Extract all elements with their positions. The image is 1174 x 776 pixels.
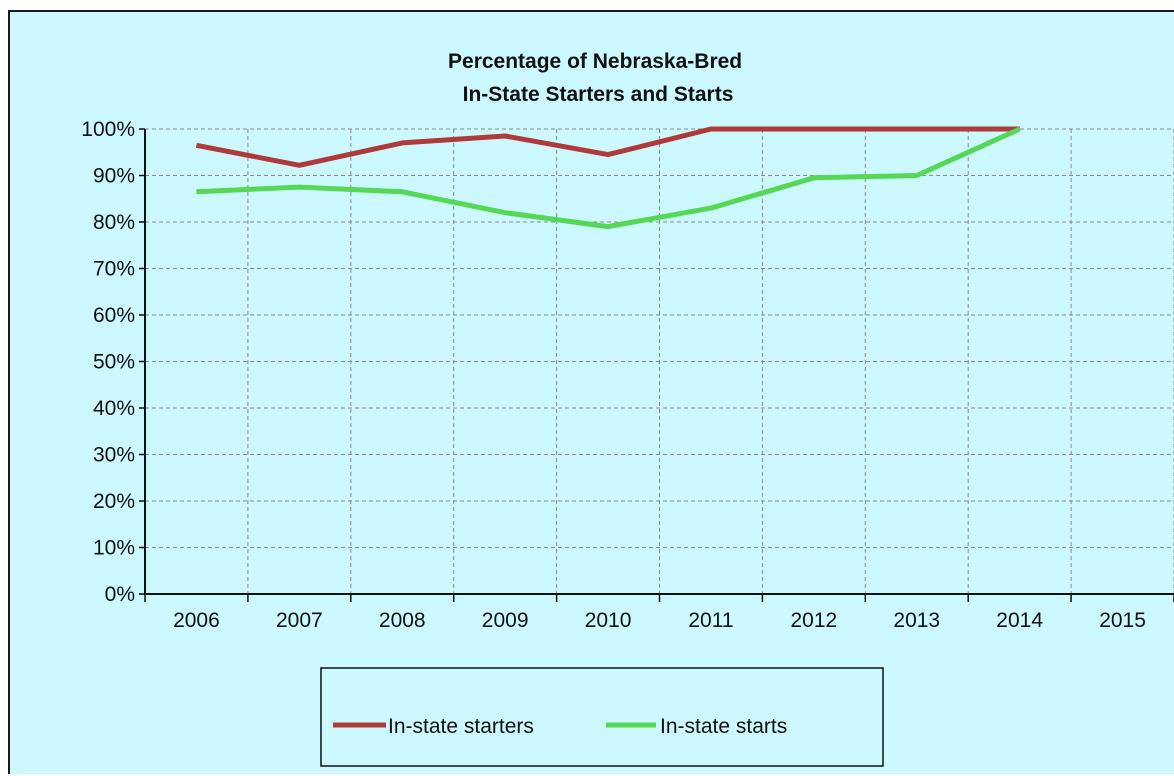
y-tick-labels: 0% 10% 20% 30% 40% 50% 60% 70% 80% 90% 100%: [81, 118, 135, 606]
axes: [139, 129, 1174, 602]
chart-title-line-2: In-State Starters and Starts: [463, 83, 734, 106]
chart-title: Percentage of Nebraska-Bred In-State Sta…: [448, 50, 748, 106]
x-tick-label: 2012: [790, 609, 837, 632]
x-tick-label: 2011: [688, 609, 733, 632]
y-tick-label: 10%: [93, 537, 135, 560]
y-tick-label: 40%: [93, 397, 135, 420]
y-tick-label: 50%: [93, 351, 135, 374]
y-tick-label: 80%: [93, 211, 135, 234]
legend-label: In-state starters: [388, 715, 534, 738]
x-tick-label: 2008: [379, 609, 426, 632]
x-tick-label: 2007: [276, 609, 323, 632]
y-tick-label: 20%: [93, 490, 135, 513]
gridlines: [145, 129, 1174, 594]
x-tick-label: 2010: [585, 609, 632, 632]
series-lines: [196, 129, 1019, 227]
x-tick-label: 2006: [173, 609, 220, 632]
legend: In-state starters In-state starts: [321, 668, 883, 766]
x-tick-label: 2013: [893, 609, 940, 632]
y-tick-label: 90%: [93, 165, 135, 188]
y-tick-label: 100%: [81, 118, 135, 141]
legend-label: In-state starts: [660, 715, 787, 738]
y-tick-label: 60%: [93, 304, 135, 327]
x-tick-label: 2009: [482, 609, 529, 632]
y-tick-label: 0%: [105, 583, 135, 606]
x-tick-labels: 2006 2007 2008 2009 2010 2011 2012 2013 2014 2015: [173, 609, 1146, 632]
chart-title-line-1: Percentage of Nebraska-Bred: [448, 50, 742, 73]
x-tick-label: 2015: [1099, 609, 1146, 632]
y-tick-label: 30%: [93, 444, 135, 467]
x-tick-label: 2014: [996, 609, 1043, 632]
series-line-in-state-starts: [196, 129, 1019, 227]
y-tick-label: 70%: [93, 258, 135, 281]
series-line-in-state-starters: [196, 129, 1019, 165]
